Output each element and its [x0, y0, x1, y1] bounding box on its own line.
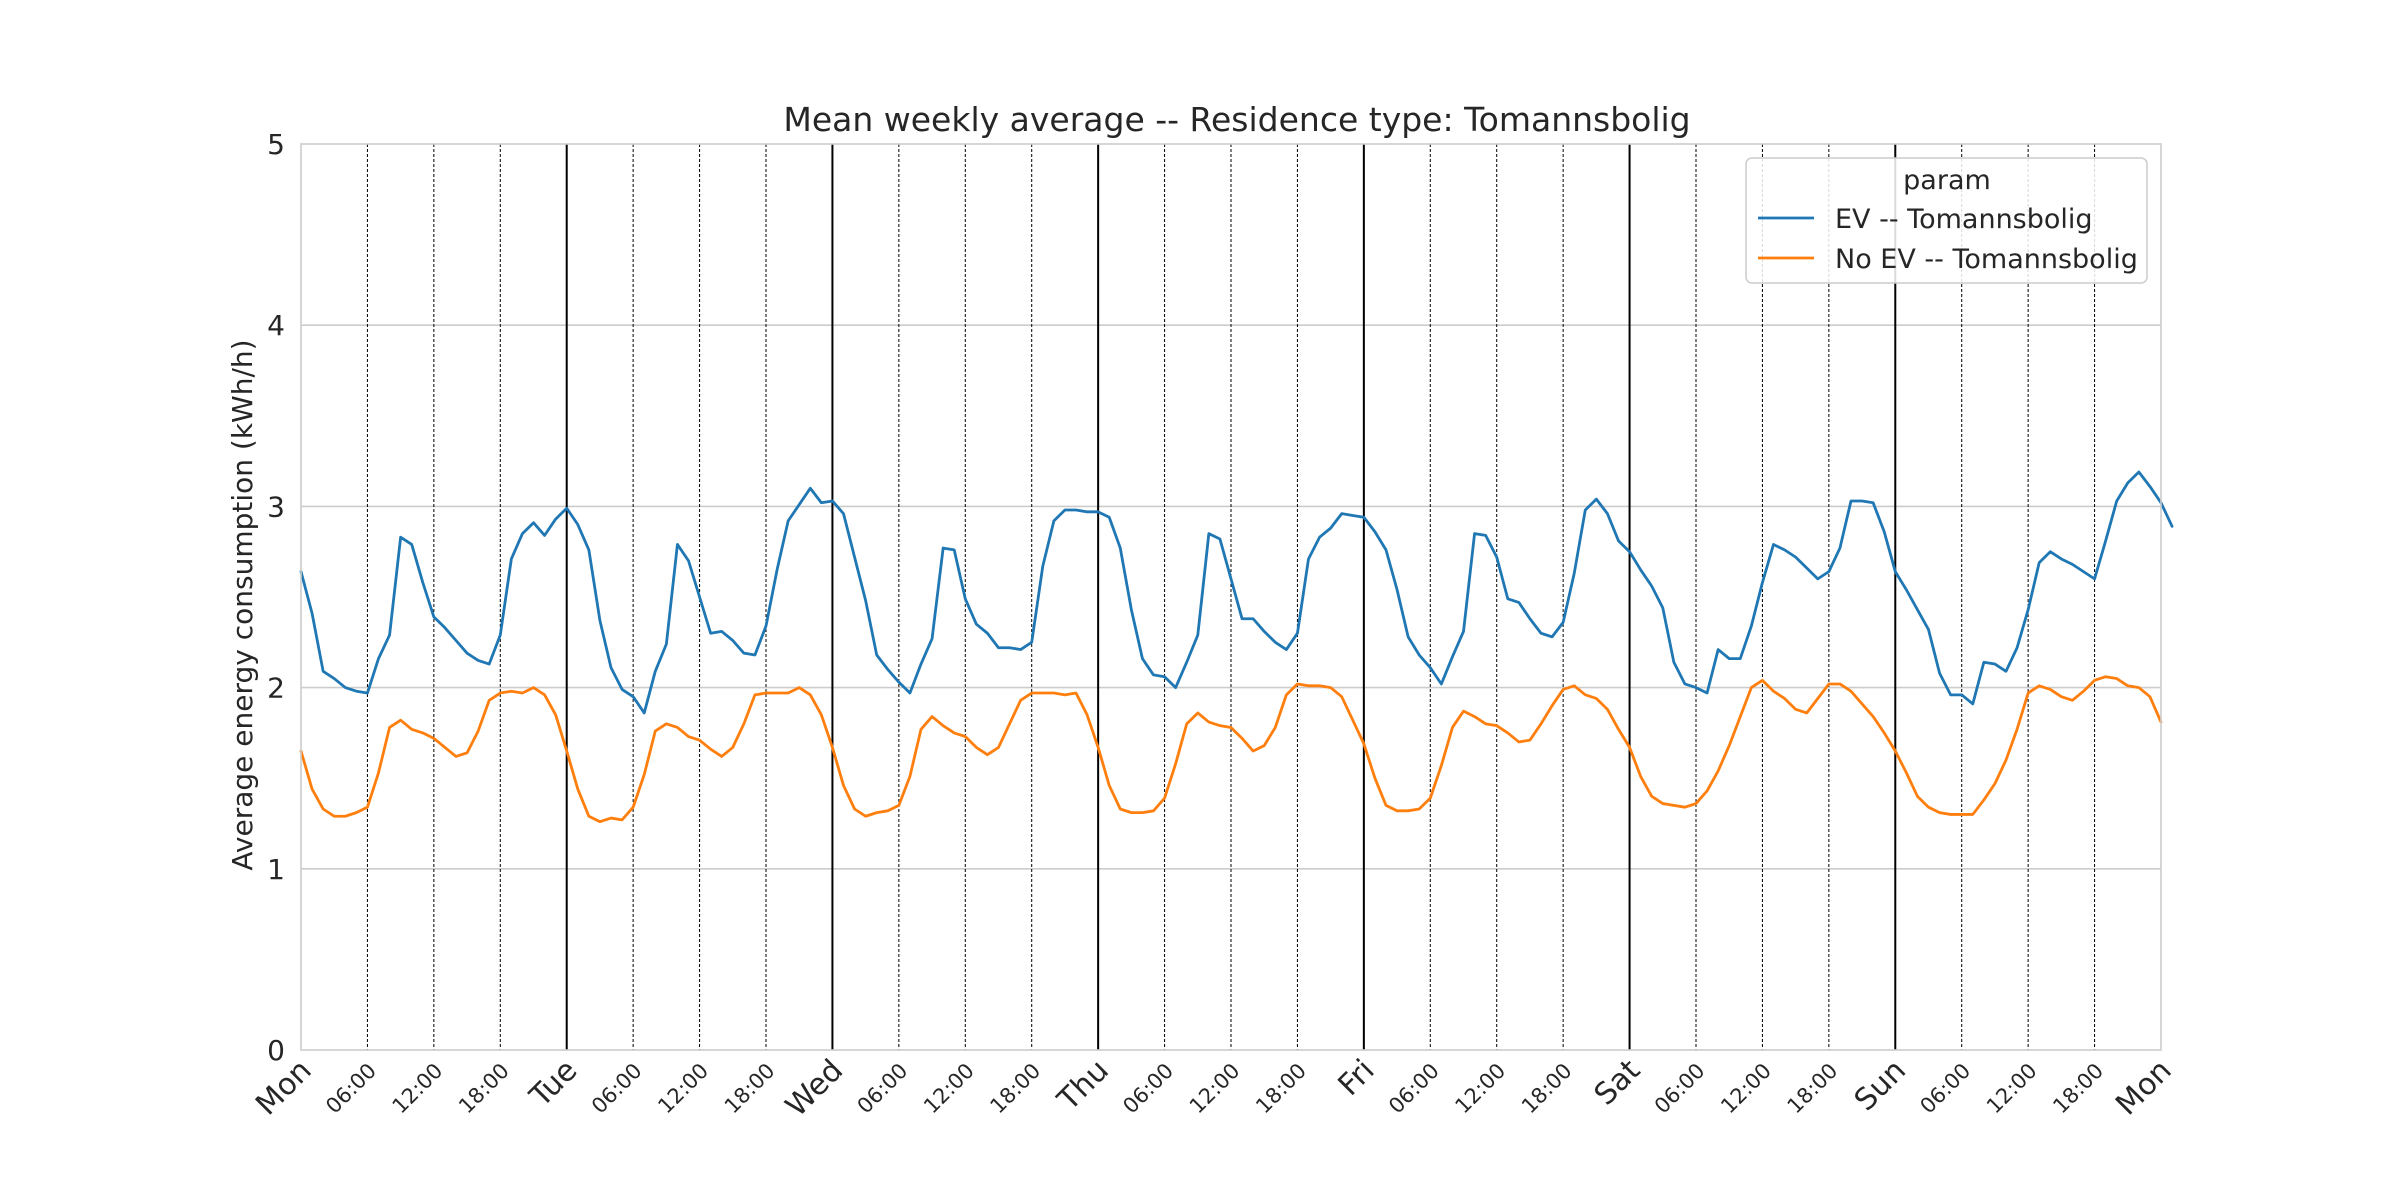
plot-frame [300, 143, 2162, 1051]
y-tick-label: 5 [267, 128, 285, 161]
y-axis-label: Average energy consumption (kWh/h) [226, 339, 259, 870]
legend-label-ev: EV -- Tomannsbolig [1835, 204, 2093, 235]
series-line-no-ev [299, 675, 2163, 824]
legend-label-no-ev: No EV -- Tomannsbolig [1835, 244, 2138, 275]
y-tick-label: 0 [267, 1034, 285, 1067]
grid [301, 144, 2161, 1050]
legend: param EV -- Tomannsbolig No EV -- Tomann… [1745, 157, 2148, 284]
y-tick-label: 1 [267, 853, 285, 886]
legend-frame [1745, 157, 2148, 284]
y-tick-label: 4 [267, 309, 285, 342]
series [299, 470, 2174, 824]
y-tick-label: 3 [267, 490, 285, 523]
chart-title: Mean weekly average -- Residence type: T… [783, 100, 1690, 139]
series-line-ev [299, 470, 2174, 715]
y-tick-label: 2 [267, 672, 285, 705]
legend-title: param [1903, 165, 1991, 196]
y-axis-ticks: 0 1 2 3 4 5 [267, 128, 285, 1067]
